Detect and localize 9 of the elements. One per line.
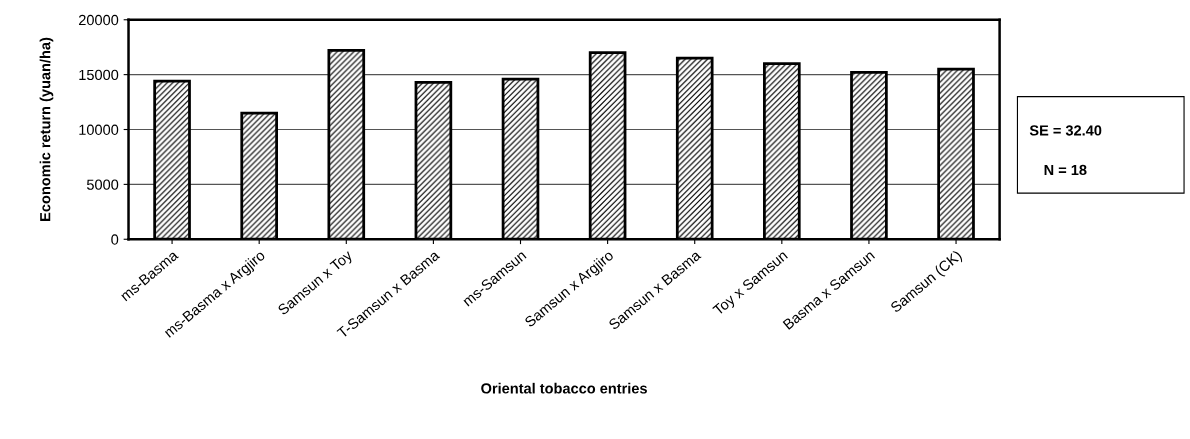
y-tick-label: 10000	[79, 124, 119, 135]
text: SE = 32.40	[1029, 125, 1102, 136]
y-tick-label: 5000	[86, 179, 119, 190]
y-tick-label: 15000	[79, 69, 119, 81]
text: N = 18	[1044, 164, 1087, 176]
y-axis-title: Economic return (yuan/ha)	[39, 37, 54, 221]
y-tick-label: 0	[111, 234, 119, 245]
x-axis-title: Oriental tobacco entries	[481, 382, 647, 394]
y-tick-label: 20000	[78, 14, 119, 26]
